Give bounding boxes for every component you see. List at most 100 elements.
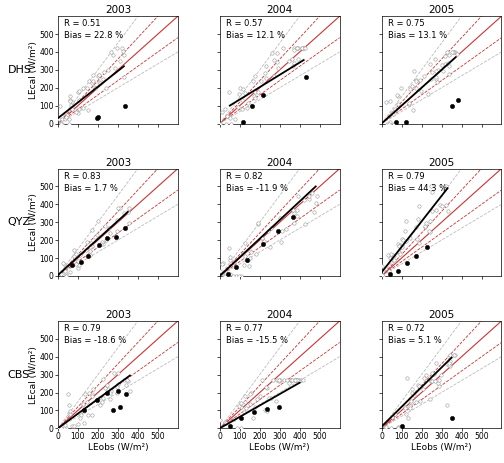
Point — [290, 45, 298, 52]
Point — [405, 99, 413, 106]
Point — [422, 371, 430, 378]
Point — [271, 72, 279, 80]
Point — [436, 371, 445, 379]
Point — [275, 403, 283, 411]
Point — [218, 261, 226, 268]
Point — [221, 105, 229, 113]
Point — [259, 240, 267, 247]
Point — [76, 251, 84, 258]
Y-axis label: LEcal (W/m²): LEcal (W/m²) — [29, 346, 38, 404]
Y-axis label: LEcal (W/m²): LEcal (W/m²) — [29, 194, 38, 251]
X-axis label: LEobs (W/m²): LEobs (W/m²) — [88, 443, 148, 452]
Point — [444, 59, 452, 66]
Point — [119, 376, 128, 384]
Point — [99, 375, 107, 383]
Point — [295, 376, 303, 384]
Point — [443, 401, 451, 408]
Point — [403, 260, 411, 267]
Point — [453, 51, 461, 58]
Point — [312, 193, 321, 200]
Point — [225, 244, 233, 252]
Point — [243, 256, 251, 263]
Point — [395, 242, 403, 250]
Point — [395, 249, 403, 256]
Point — [216, 417, 224, 424]
Text: CBS: CBS — [8, 369, 30, 380]
Point — [253, 396, 261, 403]
Point — [83, 238, 91, 246]
Point — [95, 71, 103, 78]
Point — [221, 272, 229, 280]
Point — [226, 423, 234, 430]
Point — [100, 68, 108, 75]
Point — [406, 402, 414, 409]
Point — [387, 250, 395, 257]
Point — [119, 74, 128, 81]
Point — [378, 263, 386, 270]
Point — [398, 235, 406, 242]
Point — [261, 69, 269, 76]
Point — [386, 120, 394, 127]
Point — [258, 376, 266, 384]
Point — [109, 51, 117, 59]
Point — [91, 233, 99, 241]
Point — [84, 411, 92, 419]
Point — [74, 420, 82, 427]
Point — [252, 251, 260, 258]
Point — [70, 246, 78, 254]
Point — [255, 219, 263, 227]
Point — [121, 224, 129, 232]
Point — [311, 199, 320, 206]
Point — [100, 384, 108, 391]
Point — [412, 224, 420, 231]
Point — [218, 108, 226, 116]
Point — [66, 410, 74, 418]
Point — [446, 358, 454, 365]
Point — [112, 389, 120, 397]
Point — [74, 257, 82, 265]
Point — [75, 106, 83, 113]
Point — [304, 193, 312, 200]
Point — [443, 183, 451, 190]
Point — [402, 237, 410, 244]
Point — [262, 62, 270, 69]
Point — [106, 230, 114, 237]
Point — [431, 73, 439, 81]
Point — [293, 376, 301, 384]
Point — [258, 234, 266, 241]
Point — [299, 377, 307, 384]
Point — [249, 92, 258, 100]
Point — [400, 237, 408, 244]
Point — [68, 106, 76, 113]
Point — [114, 204, 122, 212]
Point — [427, 75, 435, 82]
Point — [442, 201, 450, 209]
Point — [293, 213, 301, 220]
Point — [288, 56, 296, 63]
Point — [103, 235, 111, 242]
Point — [412, 252, 420, 260]
Point — [98, 238, 106, 246]
Point — [123, 376, 131, 384]
Point — [391, 105, 399, 113]
Point — [405, 100, 413, 107]
Point — [434, 67, 442, 74]
Point — [241, 393, 249, 400]
Point — [241, 239, 249, 246]
Point — [232, 272, 240, 280]
Point — [291, 376, 299, 384]
Point — [298, 45, 306, 52]
Point — [428, 207, 436, 214]
Point — [421, 223, 429, 231]
Text: R = 0.72
Bias = 5.1 %: R = 0.72 Bias = 5.1 % — [388, 324, 442, 345]
Point — [106, 387, 114, 394]
Point — [84, 106, 92, 114]
Point — [96, 401, 104, 409]
Point — [434, 382, 443, 390]
Y-axis label: LEcal (W/m²): LEcal (W/m²) — [29, 41, 38, 99]
Point — [390, 252, 398, 259]
Point — [121, 102, 129, 109]
Point — [386, 98, 394, 105]
Point — [77, 412, 85, 419]
Point — [95, 241, 103, 248]
